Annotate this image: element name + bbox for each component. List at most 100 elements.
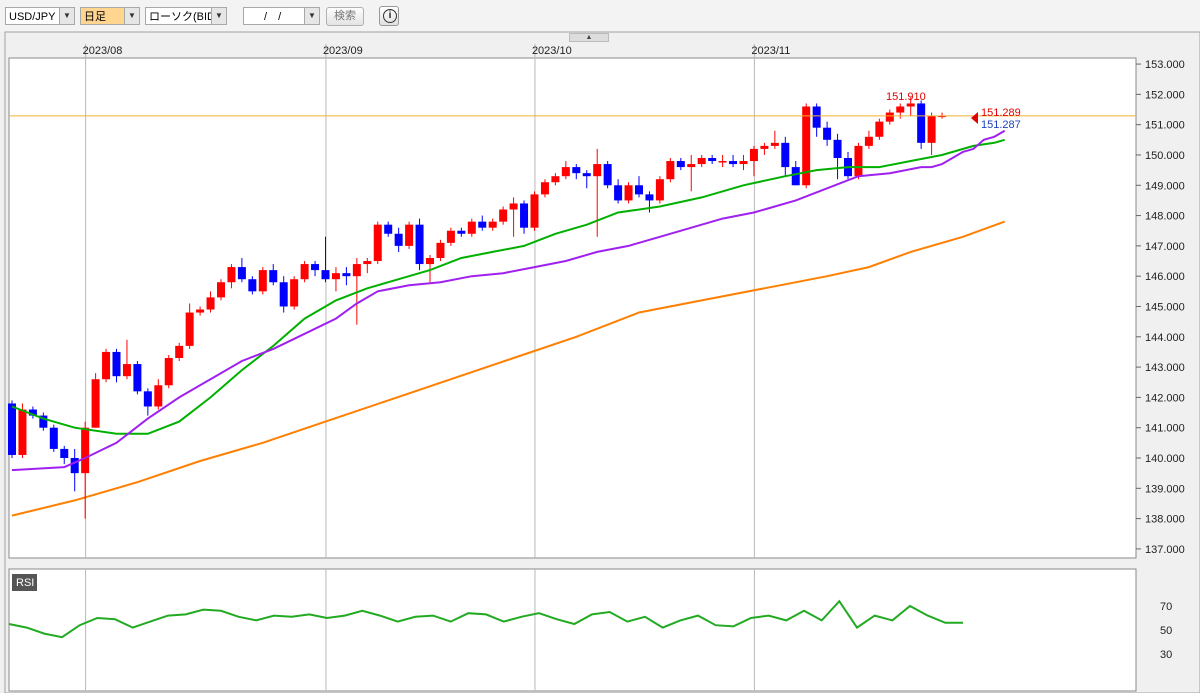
candle-body (373, 224, 382, 262)
candle-body (812, 106, 821, 128)
chart-type-select[interactable]: ローソク(BID) ▼ (145, 7, 227, 25)
chevron-down-icon: ▼ (124, 8, 139, 24)
info-button[interactable]: i (379, 6, 399, 26)
rsi-tick-label: 70 (1160, 601, 1172, 613)
candle-body (520, 203, 529, 228)
candle-body (143, 391, 152, 407)
candle-body (655, 179, 664, 201)
price-marker-icon (971, 112, 978, 124)
ma-mid-series (11, 138, 1005, 435)
high-label: 151.910 (886, 91, 926, 103)
y-tick-label: 147.000 (1145, 241, 1185, 253)
info-icon: i (383, 9, 397, 23)
y-tick-label: 145.000 (1145, 301, 1185, 313)
candle-body (196, 309, 205, 313)
y-tick-label: 142.000 (1145, 392, 1185, 404)
rsi-series (8, 599, 963, 639)
candle-body (833, 139, 842, 158)
candle-body (436, 242, 445, 258)
candles (8, 97, 947, 519)
candle-body (60, 448, 69, 458)
rsi-tick-label: 30 (1160, 649, 1172, 661)
candle-body (217, 282, 225, 298)
x-tick-label: 2023/10 (532, 45, 572, 57)
rsi-tick-label: 50 (1160, 625, 1172, 637)
candle-body (561, 167, 570, 177)
candle-body (394, 233, 403, 246)
chevron-down-icon: ▼ (211, 8, 226, 24)
candle-body (446, 230, 455, 243)
date-input[interactable]: / / ▼ (243, 7, 320, 25)
symbol-select[interactable]: USD/JPY ▼ (5, 7, 75, 25)
candle-body (540, 182, 549, 195)
y-tick-label: 150.000 (1145, 150, 1185, 162)
ma-mid-line (11, 138, 1005, 435)
candle-body (802, 106, 811, 186)
candle-body (530, 194, 539, 228)
candle-body (593, 164, 602, 177)
candle-body (614, 185, 623, 201)
candle-body (645, 194, 654, 201)
candle-body (906, 103, 915, 107)
candle-body (28, 409, 37, 416)
candle-body (749, 148, 758, 162)
rsi-badge (12, 574, 37, 591)
candle-body (49, 427, 58, 449)
y-tick-label: 139.000 (1145, 483, 1185, 495)
candle-body (739, 161, 748, 165)
candle-body (760, 145, 769, 149)
y-tick-label: 143.000 (1145, 362, 1185, 374)
candle-body (405, 224, 414, 246)
y-tick-label: 149.000 (1145, 180, 1185, 192)
candle-body (175, 345, 184, 358)
candle-body (854, 145, 863, 177)
x-tick-label: 2023/08 (83, 45, 123, 57)
y-tick-label: 144.000 (1145, 332, 1185, 344)
candle-body (81, 427, 90, 474)
search-button[interactable]: 検索 (326, 7, 364, 26)
y-tick-label: 151.000 (1145, 120, 1185, 132)
candle-body (206, 297, 215, 310)
candle-body (687, 164, 696, 168)
y-axis-labels: 153.000 152.000 151.000 150.000 149.000 148.0… (1136, 59, 1185, 556)
candle-body (603, 164, 612, 186)
y-tick-label: 141.000 (1145, 423, 1185, 435)
candle-body (133, 364, 142, 392)
candle-body (279, 282, 288, 307)
candle-body (154, 385, 163, 407)
candle-body (770, 142, 779, 146)
candle-body (290, 279, 299, 307)
candle-body (499, 209, 508, 222)
candle-body (102, 351, 111, 380)
period-value: 日足 (84, 11, 106, 23)
rsi-line (8, 599, 963, 639)
y-tick-label: 152.000 (1145, 89, 1185, 101)
candle-body (582, 173, 591, 177)
period-select[interactable]: 日足 ▼ (80, 7, 140, 25)
candle-body (718, 161, 727, 163)
candle-body (488, 221, 497, 228)
candle-body (551, 176, 560, 183)
candle-body (39, 415, 48, 428)
candle-body (122, 364, 131, 377)
candle-body (311, 264, 320, 271)
x-tick-label: 2023/11 (751, 45, 790, 57)
candle-body (352, 264, 361, 277)
candle-body (697, 158, 706, 165)
candle-body (269, 270, 278, 283)
chart-type-value: ローソク(BID) (149, 11, 219, 23)
ma-short-series (11, 129, 1006, 472)
candle-body (676, 161, 685, 168)
candle-body (509, 203, 518, 210)
candle-body (896, 106, 905, 113)
candle-body (415, 224, 424, 265)
collapse-button[interactable]: ▲ (569, 33, 609, 42)
candle-body (885, 112, 894, 122)
candle-body (8, 403, 16, 455)
candle-body (70, 458, 79, 474)
candle-body (91, 379, 100, 428)
bid-label: 151.287 (981, 119, 1021, 131)
candle-body (478, 221, 487, 228)
candle-body (666, 161, 675, 180)
candle-body (112, 351, 121, 377)
